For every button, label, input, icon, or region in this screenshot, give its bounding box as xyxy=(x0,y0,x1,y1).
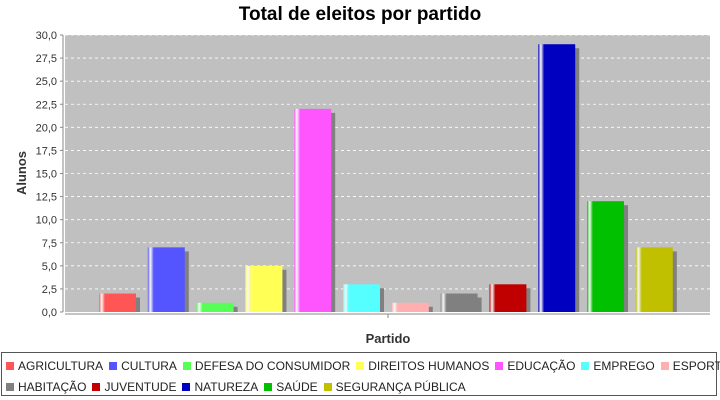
legend-item: AGRICULTURA xyxy=(6,359,103,373)
legend-item: JUVENTUDE xyxy=(92,380,176,394)
bar[interactable] xyxy=(245,265,283,312)
legend-label: DEFESA DO CONSUMIDOR xyxy=(194,359,351,373)
y-tick-label: 12,5 xyxy=(36,192,57,204)
bar[interactable] xyxy=(635,247,673,312)
legend-item: NATUREZA xyxy=(182,380,258,394)
legend: AGRICULTURA CULTURA DEFESA DO CONSUMIDOR DI… xyxy=(1,352,720,396)
y-tick-label: 25,0 xyxy=(36,76,57,88)
legend-label: SEGURANÇA PÚBLICA xyxy=(335,380,466,394)
bar[interactable] xyxy=(538,44,576,312)
legend-swatch xyxy=(660,362,669,370)
legend-swatch xyxy=(182,362,191,370)
bar[interactable] xyxy=(587,201,624,312)
legend-label: JUVENTUDE xyxy=(104,380,177,394)
legend-item: DEFESA DO CONSUMIDOR xyxy=(182,359,351,373)
bar[interactable] xyxy=(147,247,185,312)
legend-label: EDUCAÇÃO xyxy=(507,359,576,373)
legend-swatch xyxy=(92,383,101,391)
y-tick-label: 17,5 xyxy=(36,145,57,157)
legend-swatch xyxy=(323,383,332,391)
legend-swatch xyxy=(109,362,118,370)
legend-swatch xyxy=(495,362,504,370)
y-tick-label: 22,5 xyxy=(36,99,57,111)
y-tick-label: 15,0 xyxy=(36,169,57,181)
y-tick-label: 20,0 xyxy=(36,122,57,134)
y-tick-label: 7,5 xyxy=(42,238,57,250)
legend-row: HABITAÇÃO JUVENTUDE NATUREZA SAÚDE SEGURANÇA… xyxy=(6,379,472,395)
legend-swatch xyxy=(581,362,590,370)
bar-chart: 0,0 2,5 5,0 7,5 10,0 12,5 15,0 17,5 20,0 22,5 25,0… xyxy=(14,30,710,346)
legend-item: ESPORTES xyxy=(660,359,720,373)
x-axis-label: Partido xyxy=(366,331,411,346)
y-tick-label: 2,5 xyxy=(42,284,57,296)
legend-item: DIREITOS HUMANOS xyxy=(356,359,489,373)
legend-item: HABITAÇÃO xyxy=(6,380,86,394)
y-tick-label: 27,5 xyxy=(36,53,57,65)
legend-label: DIREITOS HUMANOS xyxy=(368,359,490,373)
bar[interactable] xyxy=(343,284,380,312)
legend-label: CULTURA xyxy=(121,359,177,373)
legend-item: SAÚDE xyxy=(264,380,318,394)
legend-swatch xyxy=(6,362,14,370)
chart-title: Total de eleitos por partido xyxy=(238,4,482,25)
bar[interactable] xyxy=(196,302,234,312)
legend-row: AGRICULTURA CULTURA DEFESA DO CONSUMIDOR DI… xyxy=(6,358,720,374)
legend-swatch xyxy=(264,383,273,391)
legend-swatch xyxy=(6,383,14,391)
legend-label: NATUREZA xyxy=(194,380,259,394)
legend-label: ESPORTES xyxy=(672,359,720,373)
legend-item: SEGURANÇA PÚBLICA xyxy=(323,380,466,394)
bar[interactable] xyxy=(294,108,332,312)
legend-item: EMPREGO xyxy=(581,359,655,373)
legend-label: EMPREGO xyxy=(593,359,655,373)
y-tick-label: 30,0 xyxy=(36,30,57,42)
bar[interactable] xyxy=(440,293,478,312)
y-tick-label: 5,0 xyxy=(42,261,57,273)
legend-item: CULTURA xyxy=(109,359,177,373)
y-tick-label: 10,0 xyxy=(36,215,57,227)
y-tick-label: 0,0 xyxy=(42,307,57,319)
legend-label: AGRICULTURA xyxy=(18,359,104,373)
legend-item: EDUCAÇÃO xyxy=(495,359,575,373)
bar[interactable] xyxy=(489,284,527,312)
y-axis-label: Alunos xyxy=(14,151,29,195)
bar[interactable] xyxy=(99,293,136,312)
legend-swatch xyxy=(356,362,365,370)
legend-label: HABITAÇÃO xyxy=(18,380,87,394)
bar[interactable] xyxy=(391,302,429,312)
legend-swatch xyxy=(182,383,191,391)
legend-label: SAÚDE xyxy=(276,380,318,394)
